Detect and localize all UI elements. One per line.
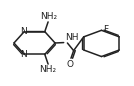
Text: NH₂: NH₂ bbox=[39, 65, 56, 74]
Text: N: N bbox=[20, 27, 27, 36]
Text: N: N bbox=[20, 50, 27, 59]
Text: O: O bbox=[66, 60, 73, 69]
Text: F: F bbox=[103, 25, 108, 34]
Text: NH₂: NH₂ bbox=[40, 12, 57, 21]
Text: NH: NH bbox=[65, 33, 79, 42]
